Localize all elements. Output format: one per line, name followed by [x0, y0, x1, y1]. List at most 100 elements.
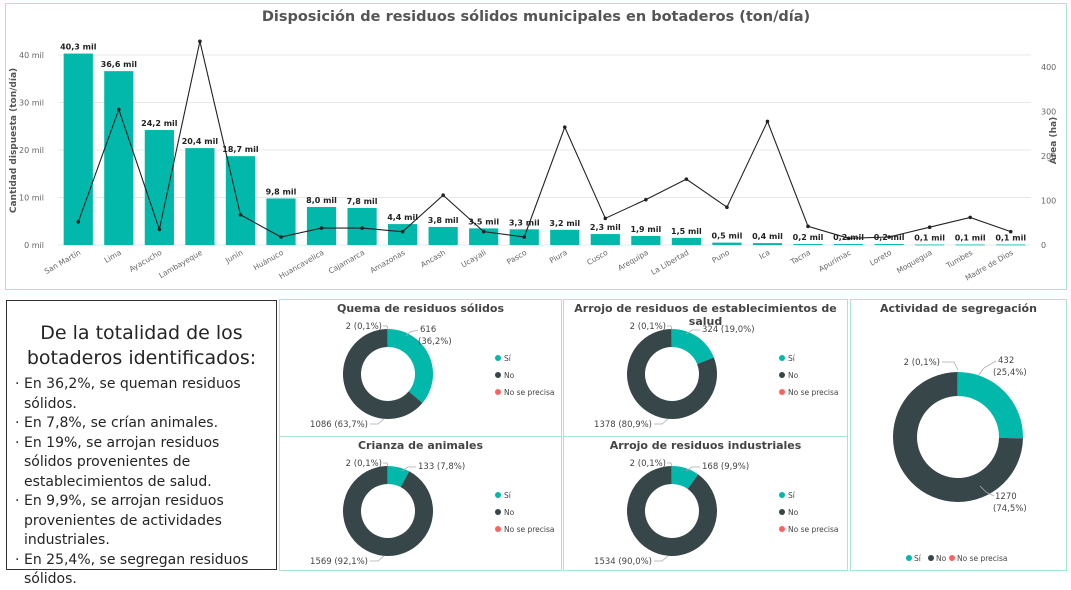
- summary-item: En 7,8%, se crían animales.: [15, 414, 270, 434]
- bar-data-label: 0,1 mil: [914, 234, 945, 243]
- legend-label: No se precisa: [504, 525, 555, 534]
- legend-marker: [779, 509, 785, 515]
- area-point: [117, 108, 121, 112]
- bar: [956, 245, 985, 246]
- bar-data-label: 0,1 mil: [995, 234, 1026, 243]
- bar: [591, 234, 620, 245]
- legend-marker: [906, 555, 912, 561]
- area-point: [279, 235, 283, 239]
- bar-data-label: 0,1 mil: [955, 234, 986, 243]
- slice-label-si: 616: [420, 325, 436, 335]
- area-point: [766, 120, 770, 124]
- legend-label: No se precisa: [957, 554, 1008, 563]
- x-tick-label: Tumbes: [944, 248, 974, 271]
- slice-label-si: 133 (7,8%): [418, 462, 465, 472]
- bar-data-label: 2,3 mil: [590, 223, 621, 232]
- bar-data-label: 0,2 mil: [793, 233, 824, 242]
- slice-label-si: 168 (9,9%): [702, 462, 749, 472]
- y2-axis-label: Área (ha): [1047, 117, 1059, 164]
- x-tick-label: Huancavelica: [277, 248, 325, 281]
- bar-data-label: 7,8 mil: [347, 197, 378, 206]
- legend-label: No se precisa: [788, 388, 839, 397]
- y-tick-label: 30 mil: [19, 99, 44, 108]
- area-point: [968, 216, 972, 220]
- area-point: [239, 213, 243, 217]
- legend-marker: [928, 555, 934, 561]
- legend-marker: [779, 492, 785, 498]
- legend-label: No: [788, 508, 799, 517]
- area-point: [482, 230, 486, 234]
- x-tick-label: Tacna: [788, 248, 812, 267]
- slice-label-no-se-precisa: 2 (0,1%): [346, 459, 382, 469]
- x-tick-label: Cusco: [585, 248, 609, 267]
- y-tick-label: 0 mil: [24, 241, 44, 250]
- bar-data-label: 18,7 mil: [222, 145, 259, 154]
- x-tick-label: Arequipa: [616, 248, 650, 273]
- bar-data-label: 20,4 mil: [182, 137, 219, 146]
- y2-tick-label: 400: [1041, 63, 1056, 72]
- donut-title: Arrojo de residuos de establecimientos d…: [564, 302, 847, 328]
- slice-label-no: 1569 (92,1%): [310, 557, 368, 567]
- slice-label-no: 1086 (63,7%): [310, 420, 368, 430]
- area-line: [78, 41, 1010, 238]
- x-tick-label: Junín: [223, 248, 245, 266]
- legend-label: No: [504, 508, 515, 517]
- legend-marker: [495, 355, 501, 361]
- bar-data-label: 3,2 mil: [549, 219, 580, 228]
- bar-data-label: 0,4 mil: [752, 232, 783, 241]
- x-tick-label: Ancash: [419, 248, 447, 270]
- bar: [185, 148, 214, 245]
- legend-marker: [949, 555, 955, 561]
- legend-label: Sí: [788, 491, 796, 500]
- x-tick-label: Amazonas: [368, 248, 406, 275]
- bar: [834, 244, 863, 245]
- x-tick-label: Loreto: [868, 248, 893, 268]
- y2-tick-label: 300: [1041, 108, 1056, 117]
- legend-marker: [779, 355, 785, 361]
- legend-marker: [495, 492, 501, 498]
- summary-item: En 19%, se arrojan residuos sólidos prov…: [15, 434, 270, 493]
- leader-line: [370, 419, 384, 424]
- area-point: [725, 205, 729, 209]
- slice-label-no-se-precisa: 2 (0,1%): [904, 358, 940, 368]
- bar: [429, 227, 458, 245]
- y2-tick-label: 100: [1041, 197, 1056, 206]
- area-point: [644, 198, 648, 202]
- legend-label: No se precisa: [788, 525, 839, 534]
- slice-label-no-se-precisa: 2 (0,1%): [346, 322, 382, 332]
- legend-label: No: [936, 554, 947, 563]
- bar-data-label: 40,3 mil: [60, 43, 97, 52]
- bar-data-label: 4,4 mil: [387, 213, 418, 222]
- slice-label-no: 1270: [995, 492, 1017, 502]
- bar: [672, 238, 701, 245]
- bar-data-label: 3,8 mil: [428, 216, 459, 225]
- legend-label: Sí: [788, 354, 796, 363]
- slice-label-no: 1378 (80,9%): [594, 420, 652, 430]
- area-point: [1009, 230, 1013, 234]
- bar: [875, 244, 904, 245]
- slice-label-si: 432: [998, 356, 1014, 366]
- bar-data-label: 8,0 mil: [306, 196, 337, 205]
- area-point: [887, 235, 891, 239]
- area-point: [401, 230, 405, 234]
- x-tick-label: Puno: [710, 248, 731, 265]
- bar: [631, 236, 660, 245]
- leader-line: [654, 419, 668, 424]
- slice-label-si-pct: (25,4%): [993, 368, 1027, 378]
- summary-list: En 36,2%, se queman residuos sólidos. En…: [7, 375, 276, 590]
- summary-item: En 36,2%, se queman residuos sólidos.: [15, 375, 270, 414]
- summary-item: En 25,4%, se segregan residuos sólidos.: [15, 551, 270, 590]
- chart-title: Disposición de residuos sólidos municipa…: [262, 9, 810, 25]
- area-point: [320, 226, 324, 230]
- bar: [793, 244, 822, 245]
- x-tick-label: Lima: [103, 248, 123, 265]
- slice-label-no: 1534 (90,0%): [594, 557, 652, 567]
- bar: [550, 230, 579, 245]
- leader-line: [942, 362, 958, 370]
- donut-title: Arrojo de residuos industriales: [564, 439, 847, 452]
- summary-box: De la totalidad de los botaderos identif…: [6, 300, 277, 570]
- bar: [64, 54, 93, 245]
